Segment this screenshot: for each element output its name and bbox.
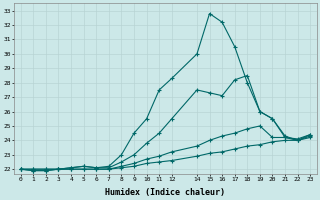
X-axis label: Humidex (Indice chaleur): Humidex (Indice chaleur): [106, 188, 226, 197]
